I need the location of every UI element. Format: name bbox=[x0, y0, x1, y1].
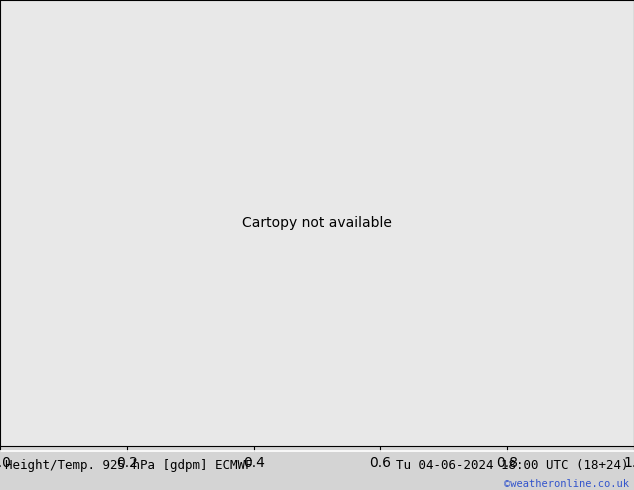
Text: Cartopy not available: Cartopy not available bbox=[242, 216, 392, 230]
Text: ©weatheronline.co.uk: ©weatheronline.co.uk bbox=[504, 479, 629, 489]
Text: Tu 04-06-2024 18:00 UTC (18+24): Tu 04-06-2024 18:00 UTC (18+24) bbox=[396, 459, 629, 472]
Text: Height/Temp. 925 hPa [gdpm] ECMWF: Height/Temp. 925 hPa [gdpm] ECMWF bbox=[5, 459, 252, 472]
